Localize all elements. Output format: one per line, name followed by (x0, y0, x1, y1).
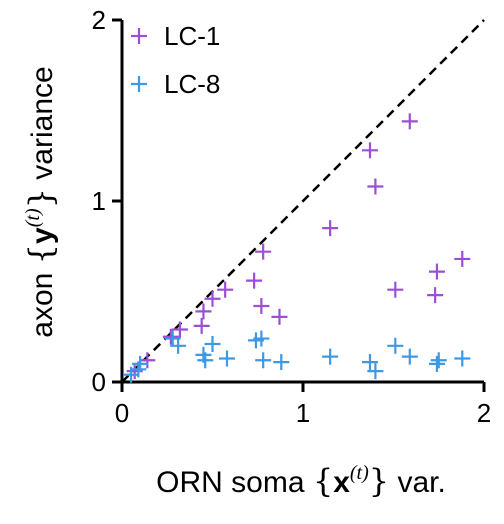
point-lc-1 (162, 328, 179, 345)
point-lc-8 (253, 330, 270, 347)
point-lc-1 (255, 243, 272, 260)
point-lc-8 (218, 350, 235, 367)
point-lc-8 (322, 348, 339, 365)
y-axis-label-close-brace: } (22, 188, 60, 208)
x-tick-label: 0 (115, 398, 129, 428)
y-tick-label: 2 (92, 5, 106, 35)
point-lc-1 (246, 272, 263, 289)
x-axis-label-suffix: var. (389, 466, 446, 499)
point-lc-1 (193, 317, 210, 334)
y-axis-label-open-brace: { (22, 244, 60, 264)
x-axis-label-variable: x (333, 466, 350, 499)
y-tick-label: 1 (92, 186, 106, 216)
legend-marker-lc-8 (131, 76, 147, 92)
legend-label-lc-1: LC-1 (164, 21, 220, 51)
point-lc-1 (454, 250, 471, 267)
x-tick-label: 1 (296, 398, 310, 428)
point-lc-1 (171, 321, 188, 338)
point-lc-8 (428, 355, 445, 372)
point-lc-1 (271, 308, 288, 325)
point-lc-8 (204, 335, 221, 352)
point-lc-1 (322, 220, 339, 237)
x-tick-label: 2 (477, 398, 491, 428)
legend: LC-1 LC-8 (131, 21, 220, 99)
point-lc-1 (217, 281, 234, 298)
point-lc-1 (253, 297, 270, 314)
legend-marker-lc-1 (131, 28, 147, 44)
y-axis-label: axon {y(t)} variance (22, 66, 60, 337)
point-lc-8 (132, 355, 149, 372)
x-axis-label-superscript: (t) (350, 462, 369, 484)
point-lc-8 (367, 363, 384, 380)
point-lc-8 (170, 337, 187, 354)
point-lc-8 (454, 350, 471, 367)
y-axis-label-superscript: (t) (22, 208, 44, 227)
point-lc-1 (367, 178, 384, 195)
point-lc-1 (428, 263, 445, 280)
point-lc-1 (401, 113, 418, 130)
point-lc-1 (195, 303, 212, 320)
ticks: 0 1 2 0 1 2 (92, 5, 492, 428)
point-lc-8 (387, 337, 404, 354)
y-axis-label-prefix: axon (26, 264, 59, 337)
point-lc-1 (387, 281, 404, 298)
x-axis-label-close-brace: } (369, 462, 389, 500)
y-axis-label-variable: y (26, 227, 59, 244)
point-lc-8 (255, 352, 272, 369)
x-axis-label-prefix: ORN soma (156, 466, 313, 499)
legend-label-lc-8: LC-8 (164, 69, 220, 99)
x-axis-label-open-brace: { (313, 462, 333, 500)
point-lc-8 (361, 354, 378, 371)
point-lc-8 (401, 348, 418, 365)
y-tick-label: 0 (92, 367, 106, 397)
data-points (123, 113, 471, 383)
point-lc-1 (139, 352, 156, 369)
y-axis-label-suffix: variance (26, 66, 59, 188)
point-lc-1 (427, 287, 444, 304)
point-lc-1 (361, 142, 378, 159)
point-lc-8 (430, 352, 447, 369)
point-lc-8 (273, 354, 290, 371)
x-axis-label: ORN soma {x(t)} var. (156, 462, 446, 500)
point-lc-1 (204, 290, 221, 307)
identity-line (121, 19, 485, 383)
point-lc-8 (197, 352, 214, 369)
